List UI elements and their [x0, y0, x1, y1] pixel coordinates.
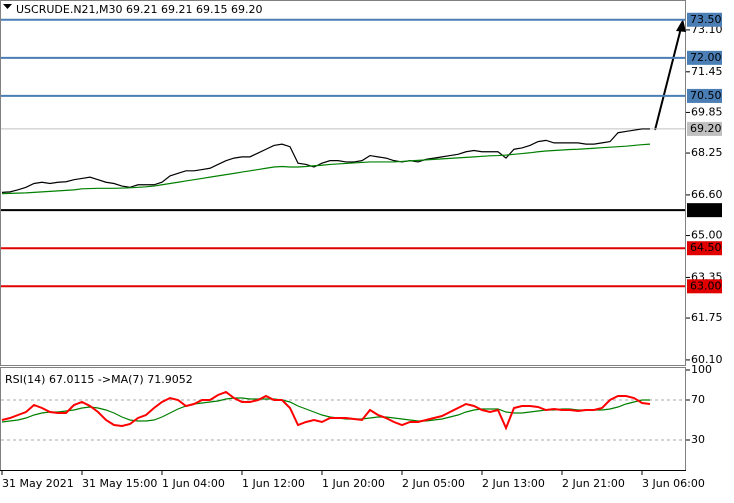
series-line: [1, 397, 650, 423]
rsi-title: RSI(14) 67.0115 ->MA(7) 71.9052: [5, 373, 193, 386]
level-label-box: [687, 88, 722, 103]
x-tick-label: 1 Jun 20:00: [322, 477, 385, 490]
main-panel: [0, 0, 686, 366]
level-label: 72.00: [690, 51, 722, 64]
y-tick-label: 70: [691, 393, 705, 406]
chart-title: USCRUDE.N21,M30 69.21 69.21 69.15 69.20: [16, 3, 263, 16]
x-tick-label: 1 Jun 12:00: [242, 477, 305, 490]
symbol-icon: [3, 4, 12, 9]
x-tick-label: 2 Jun 13:00: [482, 477, 545, 490]
x-tick-label: 31 May 15:00: [82, 477, 157, 490]
series-line: [1, 390, 651, 431]
level-label: 73.50: [690, 13, 722, 26]
y-tick-label: 61.75: [691, 311, 723, 324]
y-tick-label: 65.00: [691, 229, 723, 242]
level-label: 63.00: [690, 279, 722, 292]
level-label: 64.50: [690, 241, 722, 254]
arrow: [654, 27, 682, 131]
level-label-box: [687, 121, 722, 136]
y-tick-label: 30: [691, 433, 705, 446]
y-tick-label: 69.85: [691, 105, 723, 118]
series-line: [1, 128, 650, 193]
arrow-head: [676, 19, 686, 32]
level-label-box: [687, 279, 722, 294]
y-tick-label: 71.45: [691, 65, 723, 78]
x-tick-label: 31 May 2021: [2, 477, 74, 490]
x-tick-label: 2 Jun 05:00: [402, 477, 465, 490]
level-label: 66.00: [690, 203, 722, 216]
y-tick-label: 100: [691, 363, 712, 376]
level-label: 69.20: [690, 122, 722, 135]
level-label: 70.50: [690, 89, 722, 102]
y-tick-label: 68.25: [691, 146, 723, 159]
x-tick-label: 3 Jun 06:00: [642, 477, 705, 490]
level-label-box: [687, 12, 722, 27]
x-tick-label: 2 Jun 21:00: [562, 477, 625, 490]
level-label-box: [687, 50, 722, 65]
level-label-box: [687, 203, 722, 218]
y-tick-label: 60.10: [691, 353, 723, 366]
y-tick-label: 66.60: [691, 188, 723, 201]
series-line: [1, 143, 651, 195]
x-tick-label: 1 Jun 04:00: [162, 477, 225, 490]
level-label-box: [687, 241, 722, 256]
